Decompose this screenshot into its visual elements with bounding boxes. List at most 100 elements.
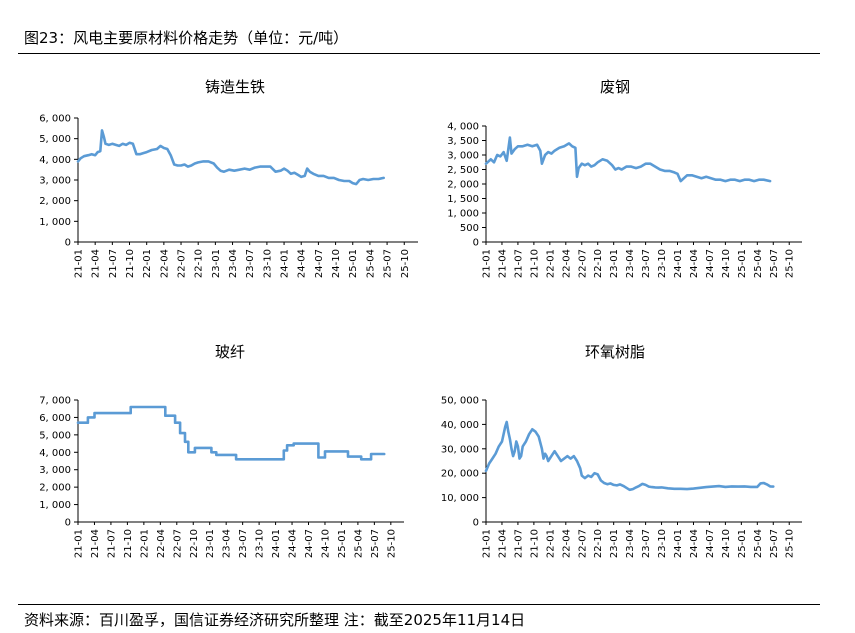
- y-tick-label: 0: [65, 518, 71, 529]
- x-tick-label: 24-04: [288, 529, 299, 558]
- y-tick-label: 2, 000: [39, 483, 71, 494]
- x-tick-label: 23-10: [657, 249, 668, 278]
- x-tick-label: 23-10: [255, 529, 266, 558]
- y-tick-label: 2, 000: [39, 196, 71, 207]
- x-tick-label: 24-10: [721, 529, 732, 558]
- y-tick-label: 0: [473, 518, 479, 529]
- y-tick-label: 0: [473, 238, 479, 249]
- chart-title: 废钢: [600, 78, 630, 96]
- x-tick-label: 25-07: [370, 529, 381, 558]
- x-tick-label: 25-10: [785, 249, 796, 278]
- chart-epoxy-resin: 环氧树脂 0 10, 000 20, 000 30, 000 40, 000 50, 000…: [430, 335, 830, 565]
- x-tick-label: 23-04: [222, 529, 233, 558]
- x-tick-label: 22-01: [139, 529, 150, 558]
- x-tick-label: 23-10: [262, 249, 273, 278]
- chart-scrap-steel: 废钢 0 500 1, 000 1, 500 2, 000 2, 500 3, 000 3, 5…: [430, 70, 830, 300]
- x-tick-label: 21-07: [513, 529, 524, 558]
- y-tick-label: 500: [460, 223, 479, 234]
- x-tick-label: 21-04: [497, 249, 508, 278]
- x-tick-label: 24-04: [689, 529, 700, 558]
- y-tick-label: 3, 000: [447, 151, 479, 162]
- x-tick-label: 25-07: [769, 529, 780, 558]
- y-tick-label: 3, 000: [39, 465, 71, 476]
- y-tick-label: 1, 000: [39, 217, 71, 228]
- series-line: [76, 129, 385, 186]
- y-tick-label: 4, 000: [447, 122, 479, 133]
- y-tick-label: 3, 500: [447, 136, 479, 147]
- x-tick-label: 21-04: [497, 529, 508, 558]
- x-tick-label: 24-07: [304, 529, 315, 558]
- x-tick-label: 23-01: [211, 249, 222, 278]
- x-tick-label: 22-07: [577, 529, 588, 558]
- top-divider: [18, 53, 820, 54]
- x-tick-label: 21-10: [123, 529, 134, 558]
- x-tick-label: 22-01: [142, 249, 153, 278]
- y-tick-label: 4, 000: [39, 155, 71, 166]
- x-tick-label: 23-04: [625, 249, 636, 278]
- chart-title: 玻纤: [215, 343, 245, 361]
- y-tick-label: 30, 000: [441, 444, 479, 455]
- y-tick-label: 2, 000: [447, 180, 479, 191]
- x-tick-label: 21-07: [513, 249, 524, 278]
- x-tick-label: 25-04: [365, 249, 376, 278]
- x-tick-label: 25-10: [785, 529, 796, 558]
- y-tick-label: 6, 000: [39, 413, 71, 424]
- x-tick-label: 21-01: [482, 249, 493, 278]
- chart-title: 铸造生铁: [205, 78, 265, 96]
- x-tick-label: 25-04: [753, 249, 764, 278]
- x-tick-label: 24-01: [673, 529, 684, 558]
- x-tick-label: 25-01: [737, 249, 748, 278]
- x-tick-label: 24-07: [705, 249, 716, 278]
- x-tick-label: 22-10: [593, 529, 604, 558]
- y-tick-label: 4, 000: [39, 448, 71, 459]
- x-tick-label: 22-04: [561, 249, 572, 278]
- y-tick-label: 1, 000: [447, 209, 479, 220]
- y-tick-label: 50, 000: [441, 396, 479, 407]
- x-tick-label: 24-01: [271, 529, 282, 558]
- x-tick-label: 22-10: [189, 529, 200, 558]
- x-tick-label: 22-10: [593, 249, 604, 278]
- chart-pig-iron: 铸造生铁 0 1, 000 2, 000 3, 000 4, 000 5, 000 6, 00…: [20, 70, 420, 300]
- x-tick-label: 25-04: [353, 529, 364, 558]
- x-tick-label: 23-10: [657, 529, 668, 558]
- x-tick-label: 21-04: [90, 529, 101, 558]
- bottom-divider: [18, 604, 820, 605]
- x-tick-label: 25-07: [769, 249, 780, 278]
- x-tick-label: 22-07: [577, 249, 588, 278]
- x-tick-label: 24-10: [331, 249, 342, 278]
- x-tick-label: 25-10: [386, 529, 397, 558]
- y-tick-label: 1, 500: [447, 194, 479, 205]
- series-line: [76, 405, 386, 461]
- y-tick-label: 2, 500: [447, 165, 479, 176]
- y-tick-label: 10, 000: [441, 493, 479, 504]
- y-tick-label: 40, 000: [441, 420, 479, 431]
- x-tick-label: 22-04: [159, 249, 170, 278]
- x-tick-label: 23-07: [641, 529, 652, 558]
- x-tick-label: 25-01: [337, 529, 348, 558]
- x-tick-label: 21-07: [108, 249, 119, 278]
- x-tick-label: 22-07: [172, 529, 183, 558]
- x-tick-label: 21-01: [482, 529, 493, 558]
- x-tick-label: 21-01: [74, 249, 85, 278]
- x-tick-label: 24-07: [314, 249, 325, 278]
- x-tick-label: 23-01: [205, 529, 216, 558]
- x-tick-label: 21-01: [74, 529, 85, 558]
- x-tick-label: 23-01: [609, 249, 620, 278]
- x-tick-label: 22-04: [561, 529, 572, 558]
- x-tick-label: 25-10: [400, 249, 411, 278]
- x-tick-label: 24-10: [320, 529, 331, 558]
- x-tick-label: 23-04: [228, 249, 239, 278]
- y-tick-label: 1, 000: [39, 500, 71, 511]
- x-tick-label: 22-01: [545, 529, 556, 558]
- chart-glass-fiber: 玻纤 0 1, 000 2, 000 3, 000 4, 000 5, 000 6, 000 7…: [20, 335, 420, 565]
- y-tick-label: 6, 000: [39, 114, 71, 125]
- x-tick-label: 22-10: [194, 249, 205, 278]
- x-tick-label: 23-04: [625, 529, 636, 558]
- x-tick-label: 24-04: [689, 249, 700, 278]
- x-tick-label: 23-01: [609, 529, 620, 558]
- x-tick-label: 22-04: [156, 529, 167, 558]
- x-tick-label: 21-04: [91, 249, 102, 278]
- x-tick-label: 23-07: [238, 529, 249, 558]
- y-tick-label: 20, 000: [441, 469, 479, 480]
- y-tick-label: 5, 000: [39, 430, 71, 441]
